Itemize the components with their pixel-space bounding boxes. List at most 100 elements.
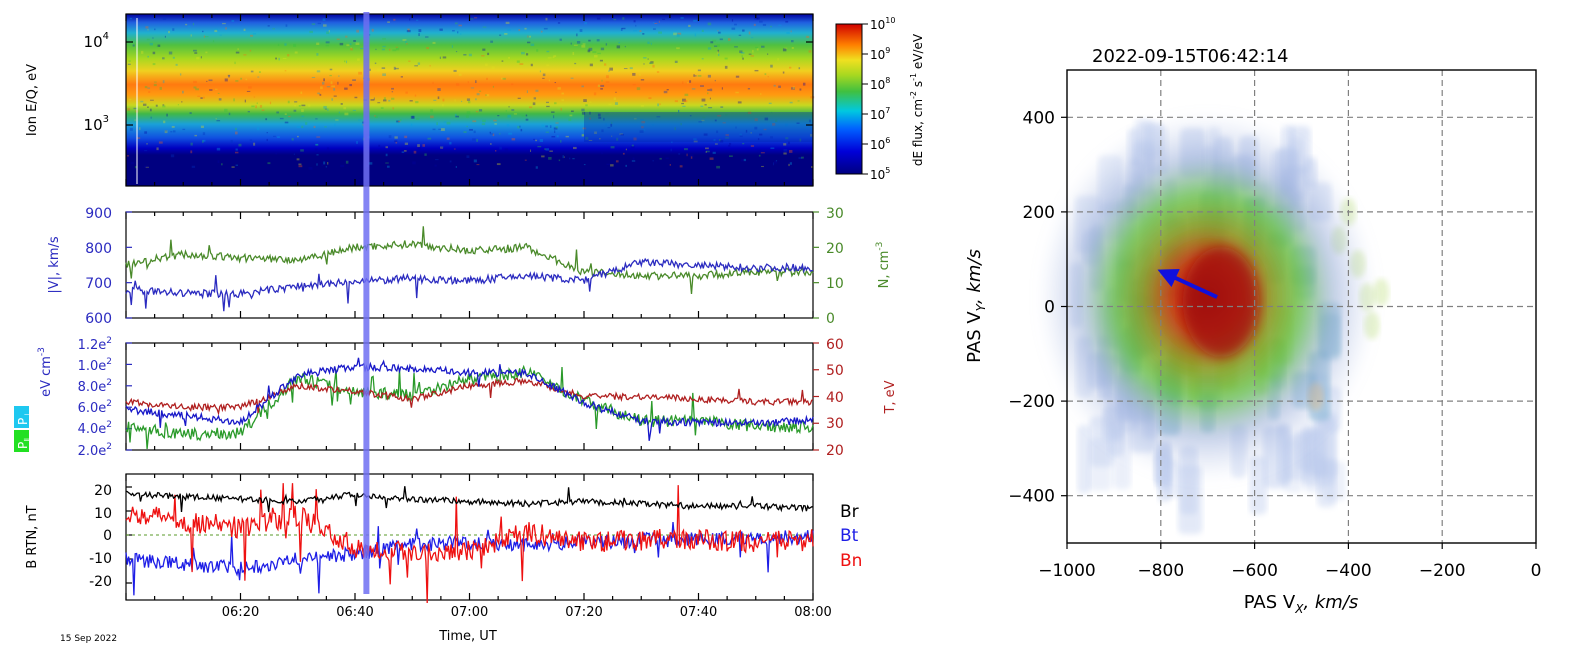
spectrogram-pixel (443, 121, 447, 123)
spectrogram-pixel (687, 82, 689, 84)
vn-ylabel-right: N, cm-3 (875, 242, 892, 289)
spectrogram-pixel (284, 43, 287, 46)
spectrogram-pixel (391, 97, 395, 100)
spectrogram-pixel (551, 136, 556, 138)
spectrogram-pixel (406, 43, 408, 45)
spectrogram-pixel (346, 44, 350, 47)
spectrogram-pixel (558, 159, 561, 162)
spectrogram-pixel (773, 84, 776, 87)
spectrogram-pixel (507, 114, 512, 118)
spectrogram-pixel (200, 97, 203, 99)
vn-ytick-right-30: 30 (826, 206, 844, 222)
spectrogram-pixel (269, 101, 272, 105)
spectrogram-pixel (674, 60, 678, 63)
spectrogram-pixel (619, 150, 623, 153)
spectrogram-pixel (228, 112, 231, 116)
spectrogram-pixel (683, 99, 688, 103)
spectrogram-pixel (329, 74, 332, 77)
spectrogram-pixel (647, 58, 649, 60)
spectrogram-pixel (691, 88, 696, 90)
spectrogram-pixel (209, 89, 213, 91)
spectrogram-pixel (202, 139, 206, 142)
spectrogram-pixel (451, 45, 453, 48)
spectrogram-panel: 104 103 Ion E/Q, eV 1010109108107106105 … (25, 13, 925, 187)
spectrogram-pixel (618, 42, 621, 44)
spectrogram-pixel (191, 165, 196, 168)
spectrogram-pixel (158, 141, 163, 144)
spectrogram-pixel (639, 73, 641, 76)
spectrogram-pixel (331, 98, 334, 101)
spectrogram-pixel (145, 166, 149, 169)
spectrogram-pixel (709, 88, 713, 92)
spectrogram-pixel (128, 109, 130, 113)
spectrogram-pixel (356, 141, 358, 144)
pt-ytick-8.0e2: 8.0e2 (78, 378, 112, 395)
spectrogram-pixel (706, 92, 709, 95)
spectrogram-pixel (238, 143, 242, 147)
spectrogram-pixel (494, 150, 497, 152)
spectrogram-pixel (177, 104, 179, 106)
spectrogram-pixel (383, 97, 386, 101)
spectrogram-pixel (194, 134, 197, 137)
spectrogram-pixel (452, 29, 455, 32)
spectrogram-pixel (224, 108, 228, 112)
spectrogram-pixel (589, 47, 591, 49)
spectrogram-pixel (395, 46, 398, 48)
spectrogram-pixel (633, 137, 637, 141)
spectrogram-pixel (144, 86, 148, 89)
spectrogram-pixel (402, 39, 407, 41)
spectrogram-pixel (504, 33, 508, 35)
spectrogram-pixel (535, 89, 539, 92)
spectrogram-pixel (206, 80, 208, 82)
spectrogram-pixel (693, 140, 698, 143)
spectrogram-pixel (772, 162, 775, 166)
spectrogram-pixel (315, 143, 319, 146)
spectrogram-pixel (553, 115, 555, 119)
spectrogram-pixel (658, 20, 660, 23)
spectrogram-pixel (162, 104, 165, 106)
spectrogram-pixel (785, 20, 789, 23)
spectrogram-pixel (607, 127, 611, 129)
spectrogram-pixel (294, 101, 298, 103)
spectrogram-pixel (482, 119, 486, 123)
spectrogram-pixel (491, 66, 495, 69)
spectrogram-pixel (324, 108, 327, 110)
spectrogram-pixel (539, 139, 544, 142)
spectrogram-pixel (717, 30, 719, 32)
spectrogram-pixel (437, 88, 441, 91)
vdf-ytick-label: 200 (1023, 203, 1055, 223)
spectrogram-pixel (277, 43, 280, 46)
spectrogram-pixel (140, 50, 144, 54)
spectrogram-pixel (703, 133, 708, 136)
spectrogram-pixel (409, 100, 413, 102)
spectrogram-pixel (606, 75, 609, 79)
spectrogram-pixel (249, 139, 253, 141)
spectrogram-pixel (416, 118, 420, 120)
spectrogram-pixel (791, 87, 796, 90)
spectrogram-pixel (783, 149, 788, 152)
spectrogram-pixel (529, 106, 533, 109)
spectrogram-pixel (599, 137, 601, 140)
spectrogram-pixel (802, 82, 806, 86)
spectrogram-pixel (355, 42, 360, 46)
spectrogram-pixel (193, 86, 197, 89)
spectrogram-pixel (432, 128, 436, 131)
spectrogram-pixel (323, 105, 327, 109)
spectrogram-pixel (394, 67, 399, 70)
spectrogram-pixel (132, 44, 135, 47)
spectrogram-pixel (212, 40, 215, 43)
spectrogram-pixel (548, 79, 550, 82)
spectrogram-pixel (658, 31, 663, 34)
spectrogram-pixel (171, 125, 175, 128)
spectrogram-pixel (788, 163, 790, 167)
spectrogram-pixel (684, 148, 688, 151)
spectrogram-pixel (374, 62, 377, 65)
spectrogram-pixel (218, 98, 222, 101)
spectrogram-pixel (789, 101, 793, 104)
spectrogram-pixel (240, 77, 243, 80)
spectrogram-pixel (588, 39, 591, 42)
spectrogram-pixel (360, 47, 364, 50)
spectrogram-pixel (309, 30, 313, 34)
spectrogram-pixel (717, 49, 720, 53)
vn-ytick-left-900: 900 (85, 206, 112, 222)
